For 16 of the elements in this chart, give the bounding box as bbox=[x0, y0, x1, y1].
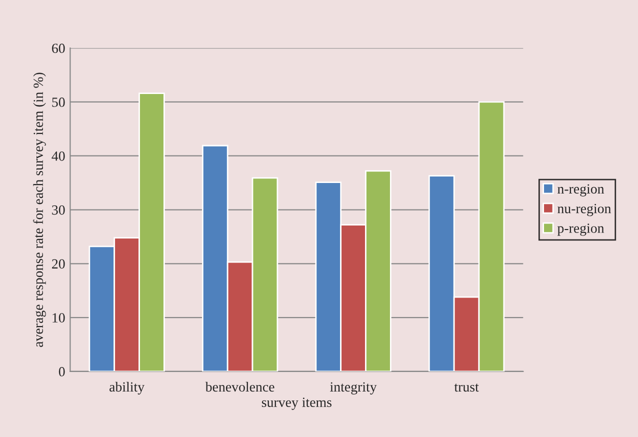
x-tick-label: integrity bbox=[330, 382, 377, 394]
y-tick-label: 50 bbox=[52, 98, 65, 107]
legend-label: p-region bbox=[557, 224, 604, 236]
y-tick-label: 60 bbox=[52, 44, 65, 54]
x-axis-title: survey items bbox=[262, 398, 332, 410]
x-tick-label: ability bbox=[110, 382, 144, 394]
y-tick-label: 20 bbox=[52, 259, 65, 269]
y-tick-label: 10 bbox=[52, 313, 65, 323]
y-tick-label: 30 bbox=[52, 205, 65, 215]
legend-label: n-region bbox=[558, 184, 604, 196]
y-tick-label: 40 bbox=[52, 151, 65, 161]
y-axis-title: average response rate for each survey item (in %) bbox=[33, 72, 46, 347]
y-tick-label: 0 bbox=[58, 367, 65, 376]
x-tick-label: benevolence bbox=[205, 382, 274, 392]
legend-label: nu-region bbox=[558, 204, 612, 216]
x-tick-label: trust bbox=[454, 384, 479, 392]
